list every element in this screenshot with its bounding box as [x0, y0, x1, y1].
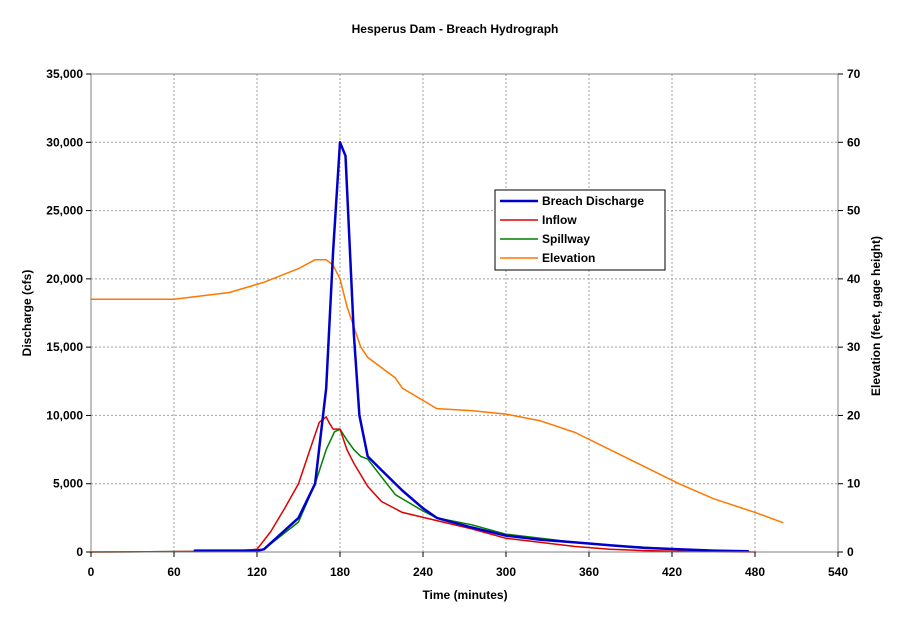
series-line-elevation — [90, 258, 784, 524]
series-lines — [90, 141, 784, 553]
x-tick-label: 300 — [496, 565, 516, 579]
y-tick-label: 5,000 — [53, 477, 83, 491]
y-axis-title: Discharge (cfs) — [20, 270, 34, 357]
y-tick-label: 30,000 — [46, 135, 83, 149]
legend-label: Elevation — [542, 251, 595, 265]
legend: Breach Discharge Inflow Spillway Elevation — [494, 189, 666, 271]
series-line-breach-discharge — [193, 141, 750, 553]
gridlines — [91, 74, 838, 552]
y2-tick-label: 60 — [847, 135, 861, 149]
y2-tick-label: 20 — [847, 408, 861, 422]
x-tick-label: 360 — [579, 565, 599, 579]
x-tick-label: 420 — [662, 565, 682, 579]
x-tick-label: 240 — [413, 565, 433, 579]
y-tick-label: 0 — [76, 545, 83, 559]
x-tick-label: 60 — [167, 565, 181, 579]
x-tick-label: 480 — [745, 565, 765, 579]
x-tick-label: 540 — [828, 565, 848, 579]
y-tick-label: 10,000 — [46, 408, 83, 422]
legend-label: Inflow — [542, 213, 577, 227]
series-line-inflow — [90, 416, 756, 553]
x-tick-label: 0 — [88, 565, 95, 579]
y-tick-label: 15,000 — [46, 340, 83, 354]
y2-tick-label: 50 — [847, 204, 861, 218]
chart-title: Hesperus Dam - Breach Hydrograph — [352, 22, 559, 36]
y-tick-label: 20,000 — [46, 272, 83, 286]
y2-tick-label: 30 — [847, 340, 861, 354]
legend-label: Breach Discharge — [542, 194, 644, 208]
x-tick-label: 120 — [247, 565, 267, 579]
plot-frame — [90, 73, 839, 553]
y2-tick-label: 10 — [847, 477, 861, 491]
y2-tick-label: 70 — [847, 67, 861, 81]
legend-label: Spillway — [542, 232, 590, 246]
x-tick-label: 180 — [330, 565, 350, 579]
legend-box — [494, 189, 666, 271]
x-axis-title: Time (minutes) — [422, 588, 507, 602]
y-tick-label: 35,000 — [46, 67, 83, 81]
y2-tick-label: 40 — [847, 272, 861, 286]
y2-axis-title: Elevation (feet, gage height) — [869, 236, 883, 396]
y-tick-label: 25,000 — [46, 204, 83, 218]
y2-tick-label: 0 — [847, 545, 854, 559]
